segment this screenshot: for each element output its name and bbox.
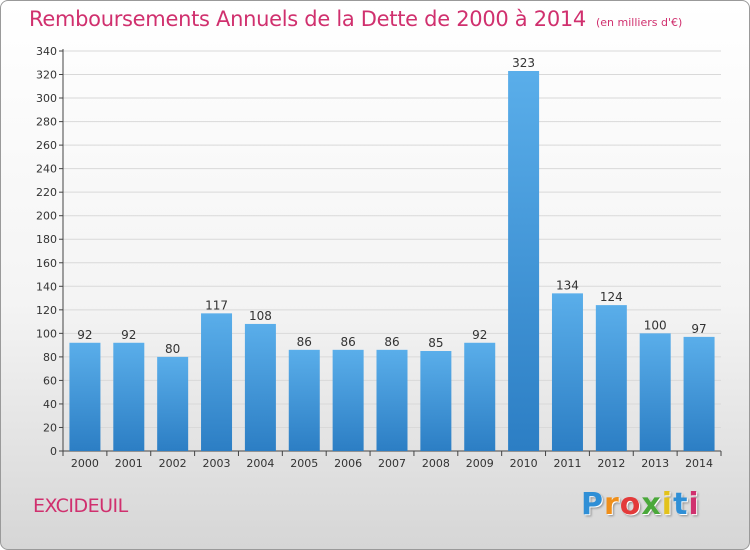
y-tick-label: 320	[36, 69, 57, 82]
chart-unit-note: (en milliers d'€)	[596, 16, 683, 29]
data-label-2008: 85	[428, 336, 443, 350]
y-tick-label: 220	[36, 186, 57, 199]
data-label-2010: 323	[512, 56, 535, 70]
x-tick-label-2008: 2008	[422, 457, 450, 470]
data-label-2007: 86	[384, 335, 399, 349]
data-label-2005: 86	[297, 335, 312, 349]
bar-2012	[595, 305, 627, 451]
bar-2006	[332, 349, 364, 451]
x-tick-label-2001: 2001	[115, 457, 143, 470]
bar-2011	[551, 293, 583, 451]
y-tick-label: 120	[36, 304, 57, 317]
x-tick-labels: 2000 2001 2002 2003 2004 2005 2006 2007 2008 2009…	[62, 451, 722, 470]
x-tick-label-2011: 2011	[553, 457, 581, 470]
x-tick-label-2013: 2013	[641, 457, 669, 470]
bar-2004	[244, 323, 276, 451]
bar-2000	[69, 342, 101, 451]
data-label-2012: 124	[600, 290, 623, 304]
proxiti-logo[interactable]: Proxiti	[581, 487, 700, 522]
x-tick-label-2006: 2006	[334, 457, 362, 470]
x-tick-label-2002: 2002	[159, 457, 187, 470]
y-tick-label: 160	[36, 257, 57, 270]
bar-2001	[113, 342, 145, 451]
y-tick-label: 340	[36, 45, 57, 58]
commune-name: EXCIDEUIL	[33, 495, 128, 517]
data-label-2003: 117	[205, 298, 228, 312]
bars	[69, 71, 715, 451]
bar-2003	[201, 313, 233, 451]
bar-2009	[464, 342, 496, 451]
bar-2008	[420, 351, 452, 451]
bar-2007	[376, 349, 408, 451]
y-tick-label: 280	[36, 116, 57, 129]
y-tick-label: 200	[36, 210, 57, 223]
x-tick-label-2003: 2003	[203, 457, 231, 470]
x-tick-label-2010: 2010	[510, 457, 538, 470]
bar-2005	[288, 349, 320, 451]
bar-2013	[639, 333, 671, 451]
bar-2010	[508, 71, 540, 451]
y-tick-label: 240	[36, 163, 57, 176]
x-tick-label-2012: 2012	[597, 457, 625, 470]
y-tick-label: 140	[36, 280, 57, 293]
y-tick-label: 100	[36, 327, 57, 340]
y-tick-label: 180	[36, 233, 57, 246]
data-labels: 92 92 80 117 108 86 86 86 85 92 323 134 124 100 97	[77, 56, 706, 356]
y-tick-label: 40	[43, 398, 57, 411]
chart-title-text: Remboursements Annuels de la Dette de 20…	[29, 7, 586, 31]
y-tick-labels: 0 20 40 60 80 100 120 140 160 180 200 220 240 260 280 3…	[36, 45, 63, 458]
y-tick-label: 60	[43, 374, 57, 387]
x-tick-label-2007: 2007	[378, 457, 406, 470]
data-label-2001: 92	[121, 328, 136, 342]
data-label-2002: 80	[165, 342, 180, 356]
y-tick-label: 80	[43, 351, 57, 364]
data-label-2006: 86	[340, 335, 355, 349]
y-tick-label: 260	[36, 139, 57, 152]
x-tick-label-2004: 2004	[246, 457, 274, 470]
x-tick-label-2014: 2014	[685, 457, 713, 470]
x-tick-label-2009: 2009	[466, 457, 494, 470]
y-tick-label: 0	[50, 445, 57, 458]
data-label-2011: 134	[556, 278, 579, 292]
y-tick-label: 300	[36, 92, 57, 105]
y-tick-label: 20	[43, 421, 57, 434]
data-label-2004: 108	[249, 309, 272, 323]
data-label-2013: 100	[644, 318, 667, 332]
data-label-2014: 97	[691, 322, 706, 336]
bar-2002	[157, 356, 189, 451]
data-label-2009: 92	[472, 328, 487, 342]
x-tick-label-2005: 2005	[290, 457, 318, 470]
bar-2014	[683, 336, 715, 451]
x-tick-label-2000: 2000	[71, 457, 99, 470]
chart-title: Remboursements Annuels de la Dette de 20…	[29, 7, 682, 31]
data-label-2000: 92	[77, 328, 92, 342]
